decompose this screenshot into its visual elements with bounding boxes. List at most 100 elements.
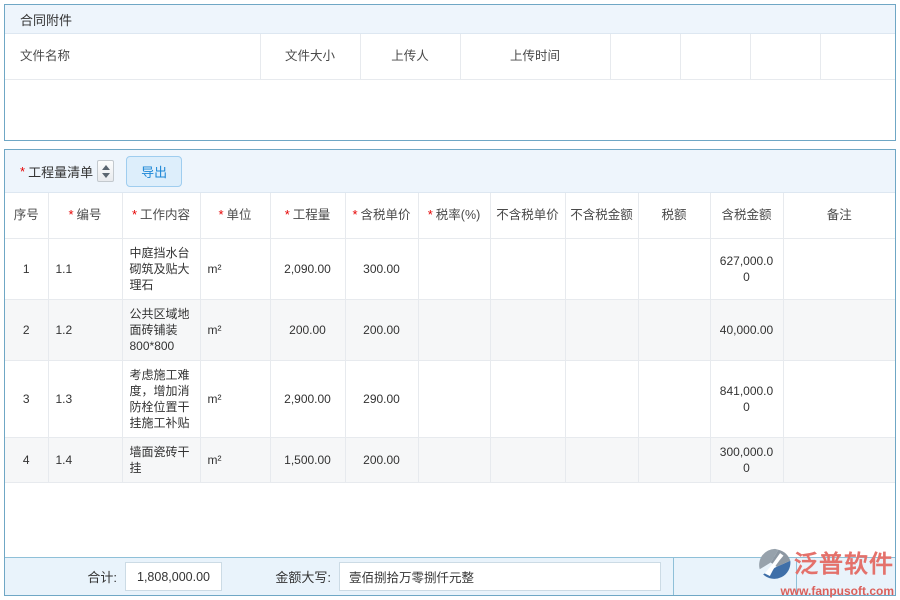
cell-tax-amount <box>638 360 711 438</box>
cell-tax-amount <box>638 238 711 300</box>
cell-tax-rate <box>418 299 491 361</box>
spinner-up-icon[interactable] <box>101 164 110 170</box>
attachments-empty-body <box>5 79 895 140</box>
attachments-section-header: 合同附件 <box>5 5 895 34</box>
boq-column-label: 税额 <box>661 207 687 222</box>
cell-unit: m² <box>200 360 271 438</box>
boq-column-label: 不含税单价 <box>496 207 559 222</box>
boq-column-label: 备注 <box>826 207 852 222</box>
cell-remark <box>783 238 895 300</box>
cell-tax-amount <box>638 299 711 361</box>
boq-toolbar: * 工程量清单 导出 <box>5 150 895 193</box>
attachments-column-header: 文件名称 <box>5 34 261 80</box>
cell-unit: m² <box>200 238 271 300</box>
attachments-table: 文件名称 文件大小 上传人 上传时间 <box>5 34 895 80</box>
attachments-column-header: 文件大小 <box>260 34 361 80</box>
boq-column-header: * 含税单价 <box>345 193 419 239</box>
boq-column-header: 不含税单价 <box>490 193 566 239</box>
cell-amount-with-tax: 841,000.00 <box>710 360 784 438</box>
cell-amount-no-tax <box>565 238 639 300</box>
required-asterisk: * <box>427 207 433 223</box>
cell-work-content: 中庭挡水台砌筑及贴大理石 <box>122 238 201 300</box>
cell-work-content: 墙面瓷砖干挂 <box>122 437 201 483</box>
boq-column-header: * 单位 <box>200 193 271 239</box>
contract-attachments-panel: 合同附件 文件名称 文件大小 上传人 上传时间 <box>4 4 896 141</box>
cell-tax-rate <box>418 238 491 300</box>
cell-amount-no-tax <box>565 360 639 438</box>
boq-table-row[interactable]: 3 1.3 考虑施工难度，增加消防栓位置干挂施工补贴 m² 2,900.00 290.00… <box>5 360 895 438</box>
boq-table-row[interactable]: 4 1.4 墙面瓷砖干挂 m² 1,500.00 200.00 300,000.00 <box>5 437 895 483</box>
cell-unit-price-with-tax: 200.00 <box>345 299 419 361</box>
required-asterisk: * <box>20 163 26 179</box>
amount-in-words-label: 金额大写: <box>275 570 331 585</box>
boq-column-header: 序号 <box>5 193 49 239</box>
attachments-column-header: 上传人 <box>360 34 461 80</box>
boq-column-label: 税率(%) <box>435 208 481 223</box>
cell-amount-no-tax <box>565 299 639 361</box>
cell-amount-with-tax: 627,000.00 <box>710 238 784 300</box>
required-asterisk: * <box>131 207 138 223</box>
boq-panel: * 工程量清单 导出 序号 * 编号 * 工作内容 * 单位 * 工程量 * 含税单价 * 税率(%) 不… <box>4 149 896 596</box>
export-button[interactable]: 导出 <box>126 155 183 187</box>
cell-amount-no-tax <box>565 437 639 483</box>
cell-seq: 3 <box>5 360 49 438</box>
required-asterisk: * <box>284 207 290 223</box>
cell-seq: 4 <box>5 437 49 483</box>
cell-tax-rate <box>418 437 491 483</box>
attachments-column-header: 上传时间 <box>460 34 611 80</box>
cell-quantity: 2,900.00 <box>270 360 346 438</box>
spinner-down-icon[interactable] <box>101 172 110 178</box>
attachments-section-title: 合同附件 <box>20 12 73 28</box>
cell-remark <box>783 299 895 361</box>
boq-table-row[interactable]: 2 1.2 公共区域地面砖铺装800*800 m² 200.00 200.00 40,000… <box>5 299 895 361</box>
cell-work-content: 考虑施工难度，增加消防栓位置干挂施工补贴 <box>122 360 201 438</box>
boq-header-row: 序号 * 编号 * 工作内容 * 单位 * 工程量 * 含税单价 * 税率(%) 不含税单价 不含税金额 税额… <box>5 193 895 239</box>
boq-column-label: 含税金额 <box>721 207 772 222</box>
amount-in-words-field[interactable]: 壹佰捌拾万零捌仟元整 <box>339 562 661 591</box>
boq-column-header: * 工程量 <box>270 193 346 239</box>
boq-column-label: 含税单价 <box>360 208 411 223</box>
boq-column-header: 税额 <box>638 193 711 239</box>
boq-column-header: 备注 <box>783 193 895 239</box>
sort-spinner[interactable] <box>97 160 115 182</box>
boq-table-row[interactable]: 1 1.1 中庭挡水台砌筑及贴大理石 m² 2,090.00 300.00 627,000.… <box>5 238 895 300</box>
boq-column-header: 含税金额 <box>710 193 784 239</box>
boq-table: 序号 * 编号 * 工作内容 * 单位 * 工程量 * 含税单价 * 税率(%) 不含税单价 不含税金额 税额… <box>5 193 895 483</box>
boq-column-header: * 工作内容 <box>122 193 201 239</box>
boq-column-header: 不含税金额 <box>565 193 639 239</box>
attachments-column-header <box>750 34 821 80</box>
attachments-column-header <box>680 34 751 80</box>
cell-unit-price-with-tax: 300.00 <box>345 238 419 300</box>
footer-divider <box>673 558 674 595</box>
boq-column-label: 不含税金额 <box>570 207 633 222</box>
boq-column-header: * 编号 <box>48 193 123 239</box>
cell-amount-with-tax: 40,000.00 <box>710 299 784 361</box>
boq-footer: 合计: 1,808,000.00 金额大写: 壹佰捌拾万零捌仟元整 <box>5 557 895 595</box>
cell-amount-with-tax: 300,000.00 <box>710 437 784 483</box>
cell-code: 1.4 <box>48 437 123 483</box>
attachments-header-row: 文件名称 文件大小 上传人 上传时间 <box>5 34 895 80</box>
cell-unit-price-with-tax: 200.00 <box>345 437 419 483</box>
total-value-field[interactable]: 1,808,000.00 <box>125 562 222 591</box>
cell-quantity: 1,500.00 <box>270 437 346 483</box>
boq-column-label: 单位 <box>226 208 252 223</box>
footer-divider <box>796 558 797 595</box>
cell-tax-amount <box>638 437 711 483</box>
boq-empty-space <box>5 482 895 557</box>
attachments-column-header <box>820 34 895 80</box>
cell-code: 1.1 <box>48 238 123 300</box>
boq-column-label: 编号 <box>76 208 102 223</box>
cell-seq: 1 <box>5 238 49 300</box>
cell-unit-price-no-tax <box>490 437 566 483</box>
cell-remark <box>783 360 895 438</box>
attachments-column-header <box>610 34 681 80</box>
required-asterisk: * <box>68 207 74 223</box>
cell-unit-price-with-tax: 290.00 <box>345 360 419 438</box>
cell-unit: m² <box>200 299 271 361</box>
boq-column-label: 工作内容 <box>140 208 191 223</box>
cell-seq: 2 <box>5 299 49 361</box>
cell-code: 1.2 <box>48 299 123 361</box>
cell-unit-price-no-tax <box>490 360 566 438</box>
boq-column-label: 序号 <box>13 207 39 222</box>
cell-quantity: 200.00 <box>270 299 346 361</box>
